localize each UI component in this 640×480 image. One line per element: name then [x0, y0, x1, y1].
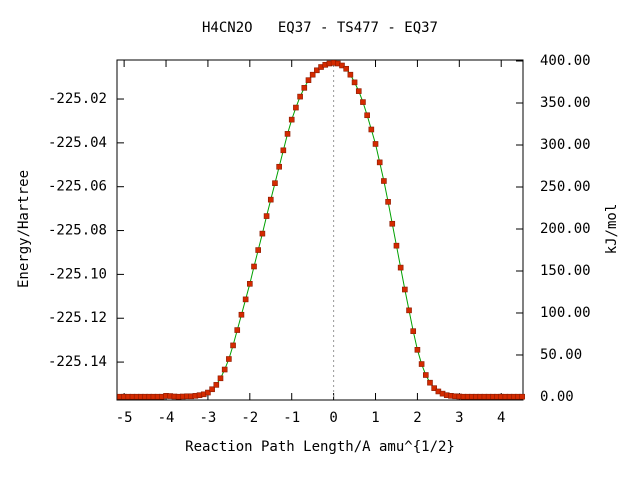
x-tick-label: -2	[241, 410, 258, 426]
y-tick-label: -225.14	[48, 354, 107, 370]
x-tick-label: 0	[329, 410, 337, 426]
y-tick-label: -225.06	[48, 179, 107, 195]
point	[280, 147, 287, 154]
x-tick-label: 2	[413, 410, 421, 426]
point	[213, 382, 220, 388]
point	[221, 366, 228, 373]
point	[343, 65, 349, 72]
point	[301, 85, 308, 91]
point	[288, 116, 295, 123]
y2-tick-label: 200.00	[540, 221, 591, 237]
point	[385, 199, 391, 205]
point	[347, 71, 354, 78]
point	[255, 247, 261, 253]
y2-tick-label: 300.00	[540, 137, 591, 153]
point	[209, 386, 215, 393]
y-tick-label: -225.02	[48, 91, 107, 107]
y2-tick-label: 150.00	[540, 263, 591, 279]
y-tick-label: -225.12	[48, 310, 107, 326]
point	[276, 163, 282, 170]
point	[263, 213, 270, 219]
point	[251, 263, 257, 270]
point	[217, 375, 224, 382]
point	[339, 62, 345, 69]
point	[351, 79, 358, 86]
point	[402, 286, 408, 293]
point	[414, 347, 421, 353]
x-tick-label: -5	[116, 410, 133, 426]
y-tick-label: -225.04	[48, 135, 107, 151]
point	[364, 112, 370, 119]
point	[259, 230, 266, 237]
plot-frame	[116, 59, 524, 401]
y2-axis-label: kJ/mol	[604, 204, 620, 255]
point	[230, 342, 236, 349]
point	[247, 281, 253, 287]
point	[226, 356, 232, 362]
y2-tick-label: 50.00	[540, 347, 582, 363]
point	[431, 385, 437, 391]
y2-tick-label: 250.00	[540, 179, 591, 195]
chart-title: H4CN2O EQ37 - TS477 - EQ37	[202, 20, 438, 36]
x-tick-label: 3	[455, 410, 463, 426]
point	[267, 196, 274, 203]
point	[360, 99, 366, 105]
point	[297, 93, 303, 100]
energy-line	[119, 62, 523, 398]
point	[389, 220, 396, 227]
point	[242, 296, 249, 303]
y2-tick-label: 400.00	[540, 53, 591, 69]
point	[234, 327, 241, 333]
point	[238, 311, 245, 318]
y2-tick-label: 350.00	[540, 95, 591, 111]
point	[397, 264, 404, 271]
point	[519, 393, 525, 400]
point	[309, 71, 316, 78]
y-axis-label: Energy/Hartree	[16, 170, 32, 288]
point	[418, 361, 425, 367]
point	[422, 372, 429, 378]
point	[314, 67, 320, 74]
x-tick-label: 4	[497, 410, 505, 426]
point	[427, 379, 433, 386]
point	[406, 307, 412, 314]
point	[410, 328, 417, 334]
point	[376, 159, 383, 166]
x-tick-label: 1	[371, 410, 379, 426]
x-tick-label: -4	[158, 410, 175, 426]
point	[293, 104, 299, 111]
point	[393, 242, 400, 249]
point	[381, 178, 387, 184]
point	[205, 389, 211, 396]
y-tick-label: -225.08	[48, 223, 107, 239]
point	[355, 88, 362, 94]
point	[284, 131, 291, 137]
point	[272, 180, 278, 186]
y2-tick-label: 0.00	[540, 389, 574, 405]
y2-tick-label: 100.00	[540, 305, 591, 321]
x-tick-label: -3	[199, 410, 216, 426]
y-tick-label: -225.10	[48, 266, 107, 282]
point	[368, 126, 375, 133]
x-axis-label: Reaction Path Length/A amu^{1/2}	[185, 439, 455, 455]
point	[372, 141, 379, 147]
point	[305, 77, 312, 83]
x-tick-label: -1	[283, 410, 300, 426]
